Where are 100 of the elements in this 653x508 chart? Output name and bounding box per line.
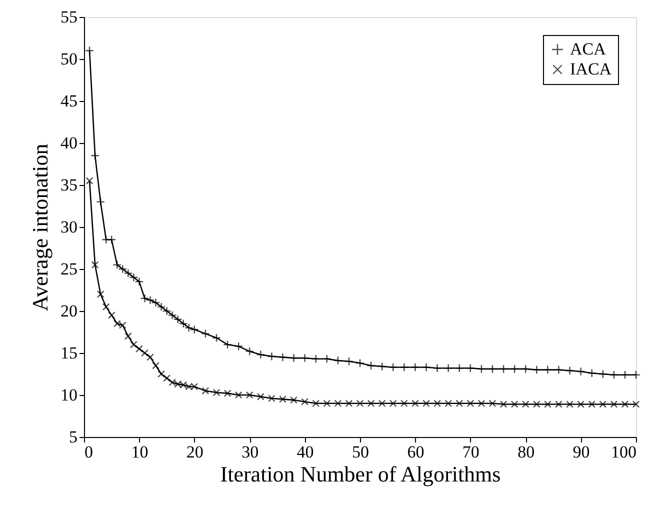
point <box>224 390 232 398</box>
point <box>91 261 99 268</box>
point <box>234 342 244 351</box>
point <box>422 362 431 372</box>
legend-label: IACA <box>570 60 612 78</box>
point <box>444 364 453 373</box>
point <box>158 370 165 378</box>
point <box>532 400 540 408</box>
point <box>152 362 160 370</box>
y-tick-label: 10 <box>60 386 78 404</box>
y-tick-label: 35 <box>60 176 78 194</box>
point <box>587 368 596 378</box>
point <box>141 349 148 357</box>
point <box>610 400 618 408</box>
point <box>301 398 308 406</box>
point <box>107 235 116 244</box>
point <box>555 400 562 408</box>
y-tick-label: 45 <box>60 92 78 110</box>
x-tick-label: 40 <box>296 442 314 462</box>
point <box>544 400 552 408</box>
point <box>356 400 364 408</box>
point <box>311 354 320 364</box>
point <box>344 356 354 366</box>
point <box>466 364 475 373</box>
point <box>279 396 286 403</box>
point <box>632 400 640 408</box>
point <box>400 362 409 372</box>
point <box>522 400 530 408</box>
point <box>565 366 574 376</box>
point <box>378 362 387 371</box>
x-tick-label: 70 <box>462 442 480 462</box>
point <box>124 332 132 340</box>
point <box>223 340 232 350</box>
point <box>543 365 552 374</box>
y-tick-label: 30 <box>60 218 78 236</box>
point <box>85 46 94 56</box>
point <box>432 364 442 373</box>
x-tick-label: 60 <box>407 442 424 462</box>
point <box>620 370 630 380</box>
point <box>334 400 342 408</box>
point <box>422 400 430 408</box>
y-tick-label: 55 <box>60 8 78 26</box>
point <box>102 303 110 310</box>
y-tick-label: 50 <box>60 50 78 68</box>
point <box>163 374 170 382</box>
point <box>632 370 640 380</box>
y-axis-title: Average intonation <box>28 144 52 312</box>
point <box>500 400 508 408</box>
point <box>454 364 464 373</box>
x-tick-label: 80 <box>518 442 535 462</box>
point <box>554 365 564 374</box>
point <box>86 177 94 184</box>
point <box>456 400 464 408</box>
point <box>577 400 584 408</box>
point <box>378 400 386 408</box>
point <box>246 391 254 399</box>
point <box>96 290 104 298</box>
point <box>412 400 419 408</box>
point <box>323 400 331 408</box>
point <box>345 400 353 408</box>
point <box>312 400 320 408</box>
point <box>410 362 420 372</box>
x-tick-label: 20 <box>186 442 204 462</box>
x-tick-label: 100 <box>611 442 636 462</box>
point <box>212 333 221 342</box>
point <box>212 388 220 396</box>
point <box>256 392 264 400</box>
x-tick-label: 10 <box>131 442 148 462</box>
point <box>96 197 106 206</box>
point <box>599 400 607 408</box>
point <box>300 354 310 363</box>
point <box>499 364 508 374</box>
point <box>146 354 154 361</box>
point <box>478 400 486 408</box>
point <box>367 400 375 408</box>
point <box>488 364 497 374</box>
x-tick-label: 50 <box>352 442 369 462</box>
y-tick-label: 5 <box>69 428 78 446</box>
point <box>388 362 398 372</box>
point <box>444 400 452 408</box>
point <box>488 400 496 408</box>
point <box>609 370 618 380</box>
point <box>290 396 298 404</box>
point <box>598 370 608 378</box>
legend-label: ACA <box>570 40 607 58</box>
point <box>400 400 408 408</box>
point <box>389 400 397 408</box>
point <box>130 340 138 348</box>
point <box>510 400 518 408</box>
point <box>510 364 520 374</box>
y-tick-label: 20 <box>60 302 78 320</box>
point <box>566 400 574 408</box>
point <box>202 387 210 394</box>
point <box>278 352 288 362</box>
y-tick-label: 15 <box>60 344 78 362</box>
point <box>466 400 474 408</box>
point <box>256 350 266 360</box>
point <box>434 400 441 408</box>
point <box>521 364 530 374</box>
point <box>136 345 143 352</box>
